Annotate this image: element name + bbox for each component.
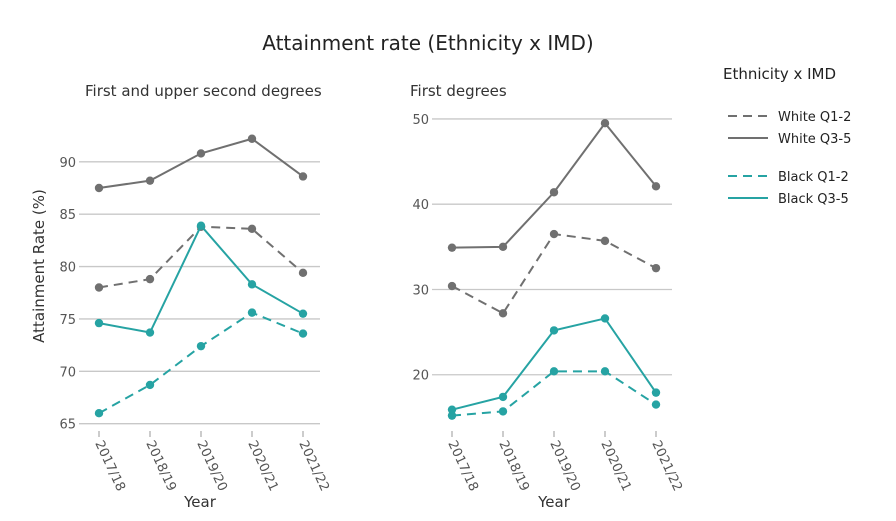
data-point bbox=[94, 183, 104, 193]
data-point bbox=[447, 405, 457, 414]
data-point bbox=[145, 274, 155, 284]
legend-label: White Q1-2 bbox=[778, 110, 851, 125]
legend: White Q1-2 White Q3-5 Black Q1-2 Black Q3-5 bbox=[728, 110, 851, 207]
series-line-white-q3-5 bbox=[451, 121, 657, 249]
data-point bbox=[600, 367, 610, 376]
data-point bbox=[651, 182, 661, 191]
left-panel-subtitle: First and upper second degrees bbox=[85, 82, 322, 100]
legend-title: Ethnicity x IMD bbox=[723, 65, 836, 83]
x-tick-label: 2017/18 bbox=[91, 438, 127, 493]
data-point bbox=[94, 283, 104, 292]
data-point bbox=[651, 388, 661, 397]
data-point bbox=[549, 188, 559, 197]
series-line-black-q1-2 bbox=[98, 311, 304, 415]
x-tick-label: 2018/19 bbox=[495, 438, 531, 493]
series-line-white-q3-5 bbox=[98, 137, 304, 189]
y-tick-label: 70 bbox=[59, 365, 76, 380]
data-point bbox=[298, 172, 308, 181]
x-tick-label: 2017/18 bbox=[444, 438, 480, 493]
y-tick-label: 90 bbox=[59, 156, 76, 171]
data-point bbox=[94, 408, 104, 418]
data-point bbox=[196, 149, 206, 158]
data-point bbox=[298, 309, 308, 318]
data-point bbox=[196, 341, 206, 351]
data-point bbox=[247, 224, 257, 234]
data-point bbox=[498, 309, 508, 318]
data-point bbox=[447, 243, 457, 252]
data-point bbox=[94, 318, 104, 328]
data-point bbox=[145, 328, 155, 337]
data-point bbox=[247, 134, 257, 143]
data-point bbox=[247, 308, 257, 317]
data-point bbox=[447, 281, 457, 291]
data-point bbox=[498, 242, 508, 252]
series-line-black-q1-2 bbox=[451, 370, 657, 417]
y-tick-label: 20 bbox=[412, 369, 429, 384]
x-tick-label: 2019/20 bbox=[546, 438, 582, 493]
right-x-axis-label: Year bbox=[537, 493, 571, 511]
y-tick-label: 30 bbox=[412, 283, 429, 298]
legend-label: Black Q3-5 bbox=[778, 192, 849, 207]
data-point bbox=[498, 392, 508, 402]
x-tick-label: 2021/22 bbox=[648, 438, 684, 493]
y-tick-label: 75 bbox=[59, 313, 76, 328]
y-tick-label: 50 bbox=[412, 113, 429, 128]
data-point bbox=[549, 326, 559, 335]
x-tick-label: 2020/21 bbox=[244, 438, 280, 493]
right-panel-subtitle: First degrees bbox=[410, 82, 507, 100]
x-tick-label: 2021/22 bbox=[295, 438, 331, 493]
chart-title: Attainment rate (Ethnicity x IMD) bbox=[262, 31, 593, 55]
data-point bbox=[145, 176, 155, 185]
data-point bbox=[447, 411, 457, 420]
data-point bbox=[600, 314, 610, 323]
data-point bbox=[298, 268, 308, 278]
data-point bbox=[247, 280, 257, 289]
series-line-white-q1-2 bbox=[98, 225, 304, 289]
left-y-axis-label: Attainment Rate (%) bbox=[30, 189, 48, 343]
data-point bbox=[600, 236, 610, 246]
legend-label: White Q3-5 bbox=[778, 132, 851, 147]
data-point bbox=[651, 263, 661, 273]
data-point bbox=[600, 119, 610, 128]
x-tick-label: 2019/20 bbox=[193, 438, 229, 493]
left-panel-first-and-upper-second: 65 70 75 80 85 90 2017/18 2018/19 2019/20 2020/21… bbox=[59, 134, 332, 494]
y-tick-label: 65 bbox=[59, 418, 76, 433]
data-point bbox=[298, 329, 308, 338]
x-tick-label: 2018/19 bbox=[142, 438, 178, 493]
y-tick-label: 80 bbox=[59, 261, 76, 276]
data-point bbox=[651, 400, 661, 409]
legend-label: Black Q1-2 bbox=[778, 170, 849, 185]
y-tick-label: 40 bbox=[412, 198, 429, 213]
right-panel-first-degrees: 20 30 40 50 2017/18 2018/19 2019/20 2020/21 2021… bbox=[412, 113, 684, 494]
data-point bbox=[549, 229, 559, 239]
series-line-white-q1-2 bbox=[451, 232, 657, 315]
data-point bbox=[498, 407, 508, 416]
series-line-black-q3-5 bbox=[98, 223, 304, 334]
x-tick-label: 2020/21 bbox=[597, 438, 633, 493]
data-point bbox=[196, 221, 206, 230]
y-tick-label: 85 bbox=[59, 208, 76, 223]
data-point bbox=[549, 367, 559, 376]
data-point bbox=[145, 380, 155, 390]
left-x-axis-label: Year bbox=[183, 493, 217, 511]
